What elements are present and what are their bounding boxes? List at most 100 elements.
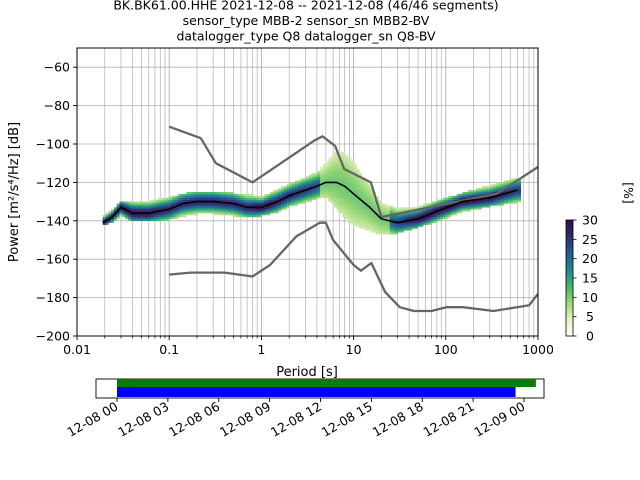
heatmap-cell	[367, 197, 371, 200]
heatmap-cell	[515, 197, 519, 200]
heatmap-cell	[336, 180, 340, 183]
heatmap-cell	[448, 209, 452, 212]
heatmap-cell	[233, 193, 237, 197]
heatmap-cell	[124, 205, 129, 208]
heatmap-cell	[442, 201, 446, 204]
heatmap-cell	[314, 195, 318, 198]
heatmap-cell	[384, 230, 388, 233]
heatmap-cell	[261, 195, 265, 198]
heatmap-cell	[322, 186, 326, 189]
heatmap-cell	[345, 182, 349, 185]
heatmap-cell	[375, 220, 379, 223]
heatmap-cell	[350, 180, 354, 183]
heatmap-cell	[342, 199, 346, 202]
heatmap-cell	[300, 180, 304, 183]
heatmap-cell	[150, 216, 154, 220]
heatmap-cell	[328, 197, 332, 200]
heatmap-cell	[334, 178, 338, 181]
heatmap-cell	[242, 203, 246, 206]
heatmap-cell	[395, 232, 399, 235]
heatmap-cell	[328, 186, 332, 189]
heatmap-cell	[409, 216, 413, 220]
heatmap-cell	[275, 203, 279, 206]
heatmap-cell	[375, 226, 379, 229]
heatmap-cell	[308, 182, 313, 185]
heatmap-cell	[311, 188, 315, 191]
heatmap-cell	[320, 184, 324, 187]
heatmap-cell	[467, 203, 471, 206]
heatmap-cell	[216, 197, 221, 200]
heatmap-cell	[108, 215, 112, 218]
heatmap-cell	[147, 209, 151, 212]
y-axis-label: Power [m²/s⁴/Hz] [dB]	[7, 122, 22, 262]
heatmap-cell	[177, 205, 182, 208]
timeline-tick-label: 12-09 00	[471, 399, 527, 440]
heatmap-cell	[334, 163, 338, 166]
heatmap-cell	[250, 193, 254, 197]
heatmap-cell	[356, 168, 360, 172]
y-tick-label: −140	[36, 213, 70, 228]
heatmap-cell	[233, 211, 237, 214]
heatmap-cell	[317, 180, 321, 183]
heatmap-cell	[216, 192, 221, 195]
heatmap-cell	[398, 226, 402, 229]
heatmap-cell	[320, 172, 324, 175]
heatmap-cell	[364, 226, 368, 229]
heatmap-cell	[353, 167, 357, 170]
heatmap-cell	[356, 218, 360, 221]
heatmap-cell	[183, 197, 187, 200]
heatmap-cell	[350, 168, 354, 172]
heatmap-cell	[345, 167, 349, 170]
heatmap-cell	[359, 182, 363, 185]
heatmap-cell	[295, 201, 299, 204]
heatmap-cell	[389, 226, 393, 229]
heatmap-cell	[278, 192, 282, 195]
heatmap-cell	[136, 207, 140, 210]
heatmap-cell	[105, 215, 109, 218]
heatmap-cell	[353, 203, 357, 206]
heatmap-cell	[236, 211, 240, 214]
heatmap-cell	[487, 188, 491, 191]
heatmap-cell	[127, 216, 131, 220]
heatmap-cell	[345, 193, 349, 197]
heatmap-cell	[258, 209, 262, 212]
heatmap-cell	[292, 199, 296, 202]
heatmap-cell	[283, 190, 287, 193]
heatmap-cell	[289, 203, 293, 206]
colorbar-tick-label: 30	[582, 213, 598, 228]
heatmap-cell	[342, 211, 346, 214]
heatmap-cell	[267, 199, 271, 202]
heatmap-cell	[189, 197, 193, 200]
heatmap-cell	[453, 205, 457, 208]
heatmap-cell	[295, 195, 299, 198]
heatmap-cell	[367, 226, 371, 229]
heatmap-cell	[370, 216, 374, 220]
heatmap-cell	[283, 193, 287, 197]
heatmap-cell	[275, 197, 279, 200]
heatmap-cell	[434, 220, 438, 223]
heatmap-cell	[216, 193, 221, 197]
heatmap-cell	[253, 201, 257, 204]
heatmap-cell	[200, 192, 204, 195]
heatmap-cell	[367, 209, 371, 212]
heatmap-cell	[258, 199, 262, 202]
heatmap-cell	[328, 182, 332, 185]
heatmap-cell	[320, 178, 324, 181]
heatmap-cell	[373, 199, 377, 202]
heatmap-cell	[236, 215, 240, 218]
heatmap-cell	[345, 170, 349, 173]
heatmap-cell	[166, 197, 170, 200]
heatmap-cell	[342, 188, 346, 191]
heatmap-cell	[367, 228, 371, 231]
heatmap-cell	[281, 186, 285, 189]
heatmap-cell	[300, 188, 304, 191]
heatmap-cell	[219, 197, 223, 200]
heatmap-cell	[194, 201, 198, 204]
heatmap-cell	[361, 180, 365, 183]
heatmap-cell	[389, 230, 393, 233]
heatmap-cell	[303, 201, 307, 204]
heatmap-cell	[314, 180, 318, 183]
y-tick-label: −120	[36, 175, 70, 190]
heatmap-cell	[161, 213, 165, 216]
